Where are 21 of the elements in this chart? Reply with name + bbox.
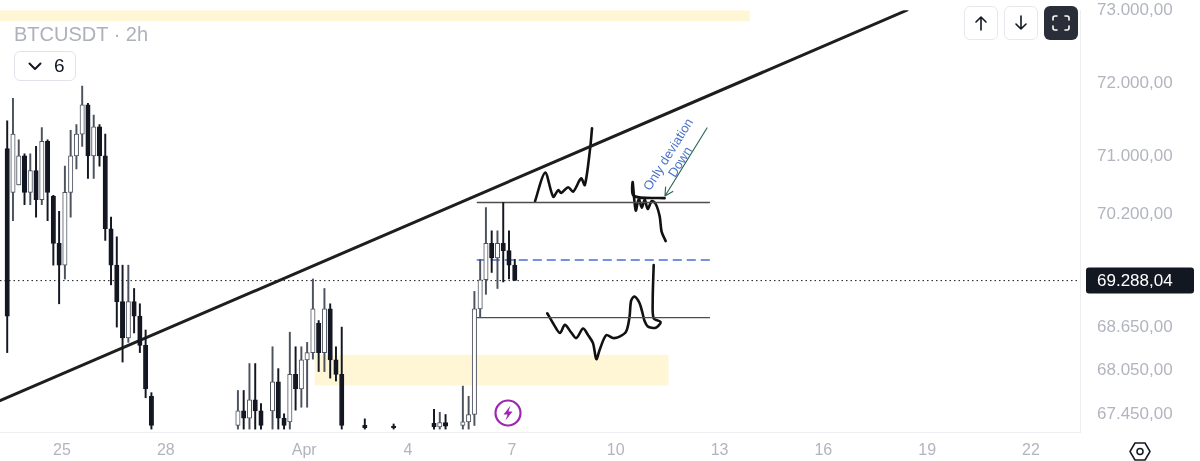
- y-tick-label: 68.050,00: [1097, 360, 1173, 380]
- x-tick-label: 4: [403, 441, 413, 459]
- x-tick-label: Apr: [291, 441, 318, 459]
- x-tick-label: 10: [606, 441, 625, 459]
- x-tick-label: 16: [814, 441, 833, 459]
- dropdown-button: 6: [14, 51, 76, 81]
- text: BTCUSDT · 2h: [14, 23, 149, 45]
- ref-line-label: 69.288,04: [1097, 271, 1173, 291]
- x-tick-label: 13: [710, 441, 729, 459]
- annotation: 6: [54, 55, 65, 76]
- x-tick-label: 22: [1022, 441, 1040, 459]
- y-tick-label: 72.000,00: [1097, 72, 1173, 92]
- x-tick-label: 19: [918, 441, 937, 459]
- x-tick-label: 25: [53, 441, 71, 459]
- x-tick-label: 28: [156, 441, 175, 459]
- y-tick-label: 71.000,00: [1097, 145, 1173, 165]
- y-tick-label: 73.000,00: [1097, 0, 1173, 19]
- y-tick-label: 67.450,00: [1097, 404, 1173, 424]
- y-tick-label: 70.200,00: [1097, 203, 1173, 223]
- y-tick-label: 68.650,00: [1097, 316, 1173, 336]
- x-tick-label: 7: [507, 441, 517, 459]
